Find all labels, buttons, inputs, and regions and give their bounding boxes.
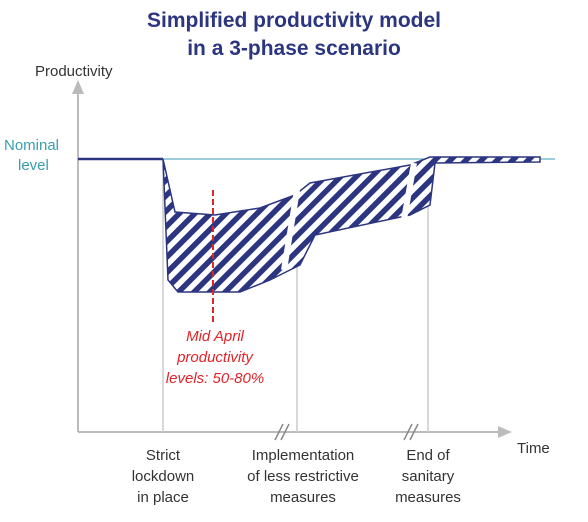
nominal-label: Nominal [4,137,59,154]
axes [72,80,512,438]
annotation: productivity [176,349,254,366]
title-line: Simplified productivity model [147,9,441,32]
phase-label: End of [406,447,450,464]
phase-label: Strict [146,447,181,464]
phase-label: measures [270,489,336,506]
nominal-label: level [18,157,49,174]
phase-label: sanitary [402,468,455,485]
annotation: Mid April [186,328,244,345]
productivity-band [162,156,541,293]
breaks [281,162,417,271]
y-axis-label: Productivity [35,63,113,80]
annotation: levels: 50-80% [166,370,264,387]
x-axis-label: Time [517,440,550,457]
phase-label: of less restrictive [247,468,359,485]
phase-label: in place [137,489,189,506]
phase-label: Implementation [252,447,355,464]
axis-breaks [274,423,419,441]
phase-label: measures [395,489,461,506]
title-line: in a 3-phase scenario [187,37,401,60]
phase-labels: Strict lockdown in place Implementation of l… [132,447,461,506]
phase-label: lockdown [132,468,195,485]
